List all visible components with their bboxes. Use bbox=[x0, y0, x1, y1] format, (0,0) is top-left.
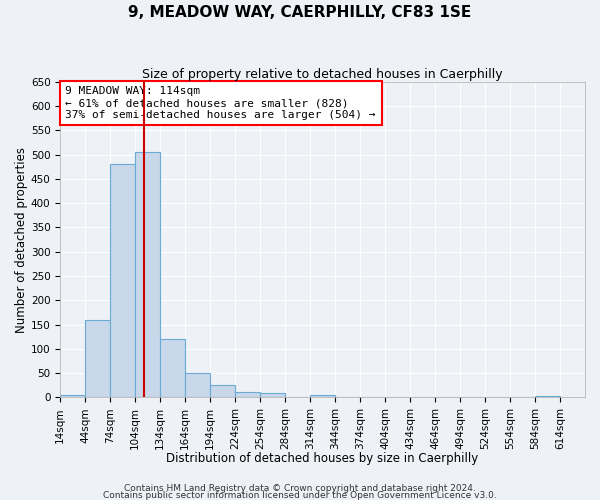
Y-axis label: Number of detached properties: Number of detached properties bbox=[15, 146, 28, 332]
Bar bbox=[61, 395, 85, 398]
Bar bbox=[260, 394, 285, 398]
Text: Contains HM Land Registry data © Crown copyright and database right 2024.: Contains HM Land Registry data © Crown c… bbox=[124, 484, 476, 493]
Text: 9 MEADOW WAY: 114sqm
← 61% of detached houses are smaller (828)
37% of semi-deta: 9 MEADOW WAY: 114sqm ← 61% of detached h… bbox=[65, 86, 376, 120]
Title: Size of property relative to detached houses in Caerphilly: Size of property relative to detached ho… bbox=[142, 68, 503, 80]
Bar bbox=[310, 395, 335, 398]
Bar bbox=[185, 373, 210, 398]
Bar bbox=[110, 164, 135, 398]
Bar bbox=[136, 152, 160, 398]
Bar bbox=[235, 392, 260, 398]
Bar bbox=[535, 396, 560, 398]
Text: Contains public sector information licensed under the Open Government Licence v3: Contains public sector information licen… bbox=[103, 490, 497, 500]
Bar bbox=[211, 385, 235, 398]
Bar bbox=[160, 339, 185, 398]
X-axis label: Distribution of detached houses by size in Caerphilly: Distribution of detached houses by size … bbox=[167, 452, 479, 465]
Text: 9, MEADOW WAY, CAERPHILLY, CF83 1SE: 9, MEADOW WAY, CAERPHILLY, CF83 1SE bbox=[128, 5, 472, 20]
Bar bbox=[85, 320, 110, 398]
